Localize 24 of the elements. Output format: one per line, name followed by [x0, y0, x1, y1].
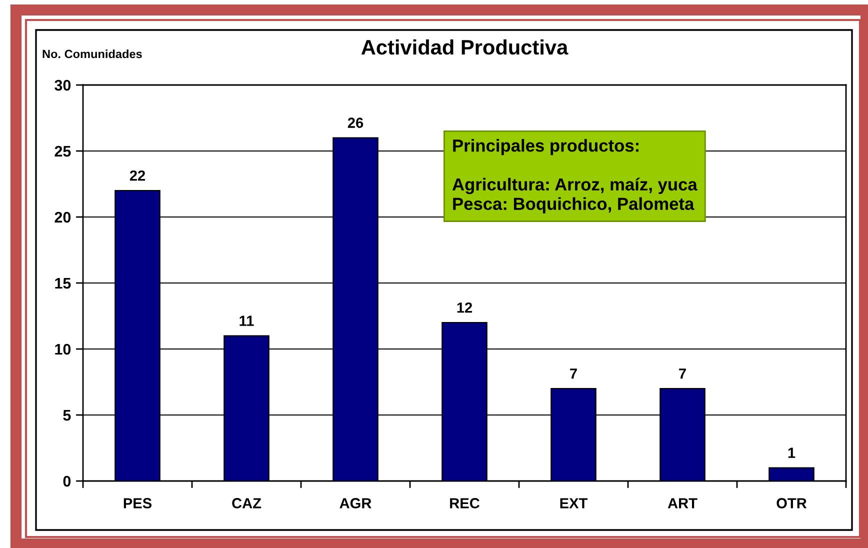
- data-label: 1: [788, 448, 796, 458]
- y-tick-label: 25: [54, 146, 71, 157]
- data-label: 11: [240, 316, 254, 326]
- x-tick-label: OTR: [776, 498, 807, 508]
- data-label: 26: [348, 118, 364, 128]
- y-tick-label: 30: [54, 80, 71, 91]
- y-tick-label: 10: [55, 344, 71, 355]
- x-tick-label: EXT: [560, 498, 588, 508]
- x-tick-label: REC: [450, 498, 480, 508]
- data-label: 7: [570, 368, 577, 379]
- x-tick-label: PES: [124, 498, 152, 508]
- data-label: 7: [679, 368, 686, 379]
- y-tick-label: 5: [63, 410, 71, 421]
- y-tick-label: 0: [63, 476, 71, 487]
- x-tick-label: AGR: [340, 498, 372, 508]
- y-tick-label: 20: [54, 212, 71, 223]
- data-label: 12: [457, 302, 472, 313]
- y-axis-title: No. Comunidades: [42, 50, 142, 58]
- y-tick-label: 15: [55, 278, 71, 289]
- x-tick-label: CAZ: [232, 498, 262, 508]
- data-label: 22: [130, 170, 146, 181]
- chart-title: Actividad Productiva: [361, 39, 568, 55]
- text: Principales productos: Agricultura: Arroz, maíz, yuca Pesca: Boquichico, Palometa: [452, 139, 698, 214]
- x-tick-label: ART: [668, 498, 698, 508]
